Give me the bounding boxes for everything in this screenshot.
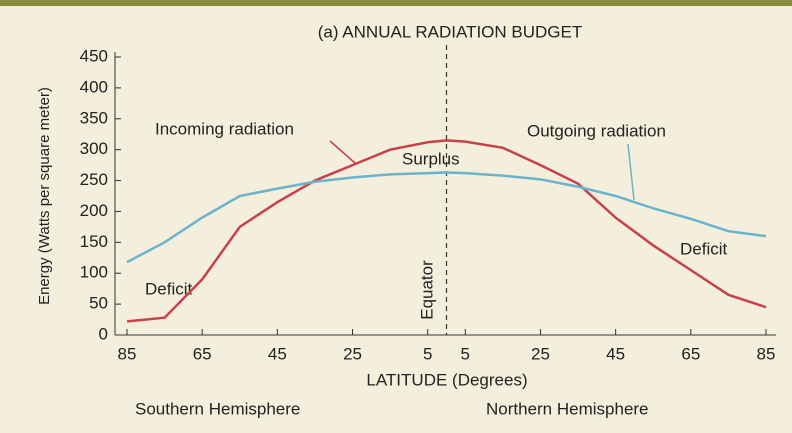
y-tick-label: 200 [80,201,108,220]
annotation: Deficit [145,279,193,298]
annotation: Incoming radiation [155,119,294,138]
annotation: Southern Hemisphere [135,399,300,418]
y-tick-label: 350 [80,108,108,127]
line [126,139,767,323]
annotation: Surplus [402,149,460,168]
y-tick-label: 150 [80,232,108,251]
top-border [0,0,792,6]
pointer [329,140,356,164]
x-tick-label: 85 [118,344,137,363]
annotation: Deficit [680,239,728,258]
y-tick-label: 50 [89,294,108,313]
annotation: Equator [417,260,436,320]
y-tick-label: 400 [80,77,108,96]
y-tick-label: 100 [80,263,108,282]
y-tick-label: 300 [80,139,108,158]
x-tick-label: 25 [343,344,362,363]
y-tick-label: 450 [80,46,108,65]
x-tick-label: 45 [268,344,287,363]
annotation: Northern Hemisphere [486,399,649,418]
line [126,171,767,264]
x-tick-label: 45 [606,344,625,363]
x-axis-label: LATITUDE (Degrees) [366,370,527,389]
x-tick-label: 85 [757,344,776,363]
x-tick-label: 5 [423,344,432,363]
annotation: Outgoing radiation [527,121,666,140]
y-tick-label: 0 [99,324,108,343]
x-tick-label: 65 [681,344,700,363]
x-tick-label: 65 [193,344,212,363]
pointer [627,143,635,201]
x-tick-label: 5 [461,344,470,363]
y-tick-label: 250 [80,170,108,189]
chart-title: (a) ANNUAL RADIATION BUDGET [318,22,582,41]
x-tick-label: 25 [531,344,550,363]
y-axis-label: Energy (Watts per square meter) [36,87,53,305]
